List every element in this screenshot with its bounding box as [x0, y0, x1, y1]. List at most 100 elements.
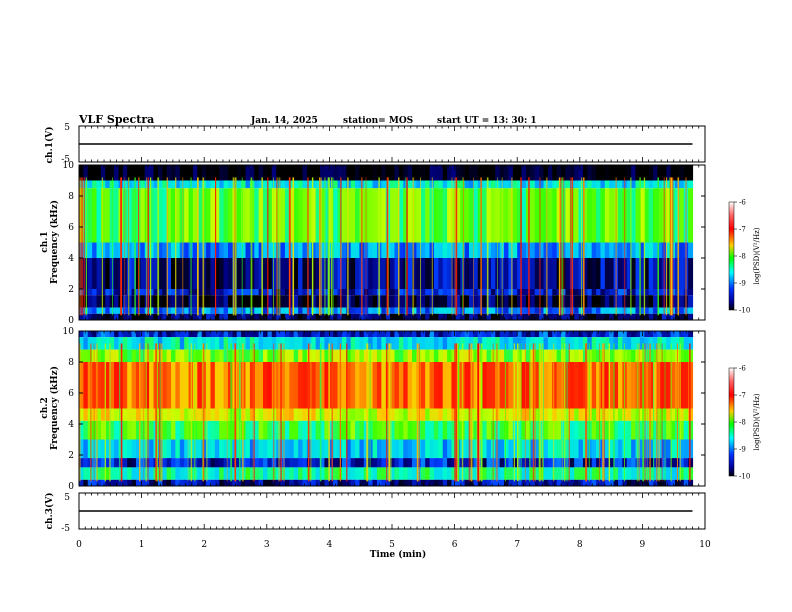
spec1-cell [284, 165, 290, 181]
spec2-cell [100, 349, 106, 362]
spec1-cell [324, 180, 330, 189]
spec2-cell [547, 458, 553, 468]
spec2-cell [280, 362, 286, 409]
spec1-cell [578, 188, 584, 243]
ch1-colorbar: -6-7-8-9-10 log(PSD)(V²/Hz) [728, 199, 761, 315]
spec1-cell [547, 165, 553, 181]
spec1-cell [679, 180, 685, 189]
spec2-cell [398, 479, 404, 486]
spec2-cell [666, 408, 672, 421]
spec2-cell [473, 467, 479, 480]
spec1-cell [306, 295, 312, 308]
spec1-cell [617, 242, 623, 258]
spec1-cell [96, 180, 102, 189]
spec1-cell [223, 295, 229, 308]
spec1-cell [254, 307, 260, 314]
spec2-cell [394, 439, 400, 459]
spec2-cell [166, 362, 172, 409]
spec2-cell [670, 408, 676, 421]
spec2-cell [574, 439, 580, 459]
spec2-cell [482, 479, 488, 486]
spec2-cell [210, 408, 216, 421]
spec2-cell [591, 420, 597, 440]
spec1-sferic [559, 177, 562, 316]
spec1-cell [644, 188, 650, 243]
spec1-cell [214, 165, 220, 181]
spec1-cell [166, 295, 172, 308]
spec2-cell [543, 362, 549, 409]
spec1-cell [688, 188, 694, 243]
spec2-cell [258, 458, 264, 468]
spec2-cell [495, 408, 501, 421]
spec1-cell [674, 242, 680, 258]
spec1-cell [162, 307, 168, 314]
spec1-cell [223, 313, 229, 320]
spec2-cell [92, 439, 98, 459]
spec1-cell [653, 307, 659, 314]
spec2-cell [254, 331, 260, 338]
spec2-cell [254, 408, 260, 421]
spec2-sferic [603, 343, 605, 482]
spec2-cell [372, 349, 378, 362]
spec2-cell [179, 467, 185, 480]
spec1-cell [477, 295, 483, 308]
spec1-cell [447, 180, 453, 189]
spec2-cell [604, 331, 610, 338]
spec2-cell [561, 458, 566, 468]
spec2-cell [534, 458, 540, 468]
spec2-cell [604, 467, 610, 480]
spec2-cell [333, 362, 339, 409]
spec2-cell [670, 337, 676, 350]
spec2-cell [232, 331, 238, 338]
spec2-cell [127, 349, 133, 362]
spec2-cell [604, 479, 610, 486]
spec1-cell [521, 289, 527, 296]
spec1-cell [517, 258, 523, 289]
spec1-cell [263, 188, 269, 243]
spec2-cell [280, 337, 286, 350]
spec2-cell [587, 337, 593, 350]
spec2-cell [512, 408, 518, 421]
spec2-cell [596, 479, 602, 486]
spec2-sferic [104, 343, 106, 482]
spec1-cell [306, 165, 312, 181]
spec2-cell [381, 337, 387, 350]
spec1-cell [263, 180, 269, 189]
spec2-cell [631, 362, 637, 409]
spec2-cell [547, 408, 553, 421]
x-axis-label: Time (min) [370, 549, 427, 560]
spec2-cell [464, 349, 470, 362]
spec1-cell [482, 313, 488, 320]
spec1-cell [639, 295, 645, 308]
spec2-cell [350, 331, 356, 338]
spec1-cell [398, 289, 404, 296]
spec2-cell [302, 467, 308, 480]
spec1-cell [552, 180, 558, 189]
spec2-cell [328, 408, 334, 421]
spec1-sferic [340, 177, 342, 316]
spec2-sferic [143, 343, 145, 482]
spec1-cell [87, 180, 93, 189]
spec2-cell [403, 467, 409, 480]
spec1-cell [254, 295, 260, 308]
spec1-cell [600, 258, 606, 289]
spec2-cell [486, 331, 492, 338]
spec1-cell [271, 165, 277, 181]
spec1-cell [210, 258, 216, 289]
spec2-cell [569, 479, 575, 486]
spec1-cell [105, 307, 111, 314]
spec2-cell [631, 458, 637, 468]
spec1-cell [289, 307, 295, 314]
spec2-cell [539, 439, 545, 459]
spec1-cell [683, 313, 689, 320]
spec1-cell [271, 289, 277, 296]
spec1-cell [188, 165, 194, 181]
spec2-cell [214, 349, 220, 362]
spec2-cell [653, 467, 659, 480]
spec2-cell [131, 458, 137, 468]
spec1-cell [171, 258, 176, 289]
spec2-cell [219, 467, 225, 480]
x-axis-tick-label: 4 [327, 540, 333, 550]
spec2-cell [556, 331, 562, 338]
spec1-cell [521, 258, 527, 289]
